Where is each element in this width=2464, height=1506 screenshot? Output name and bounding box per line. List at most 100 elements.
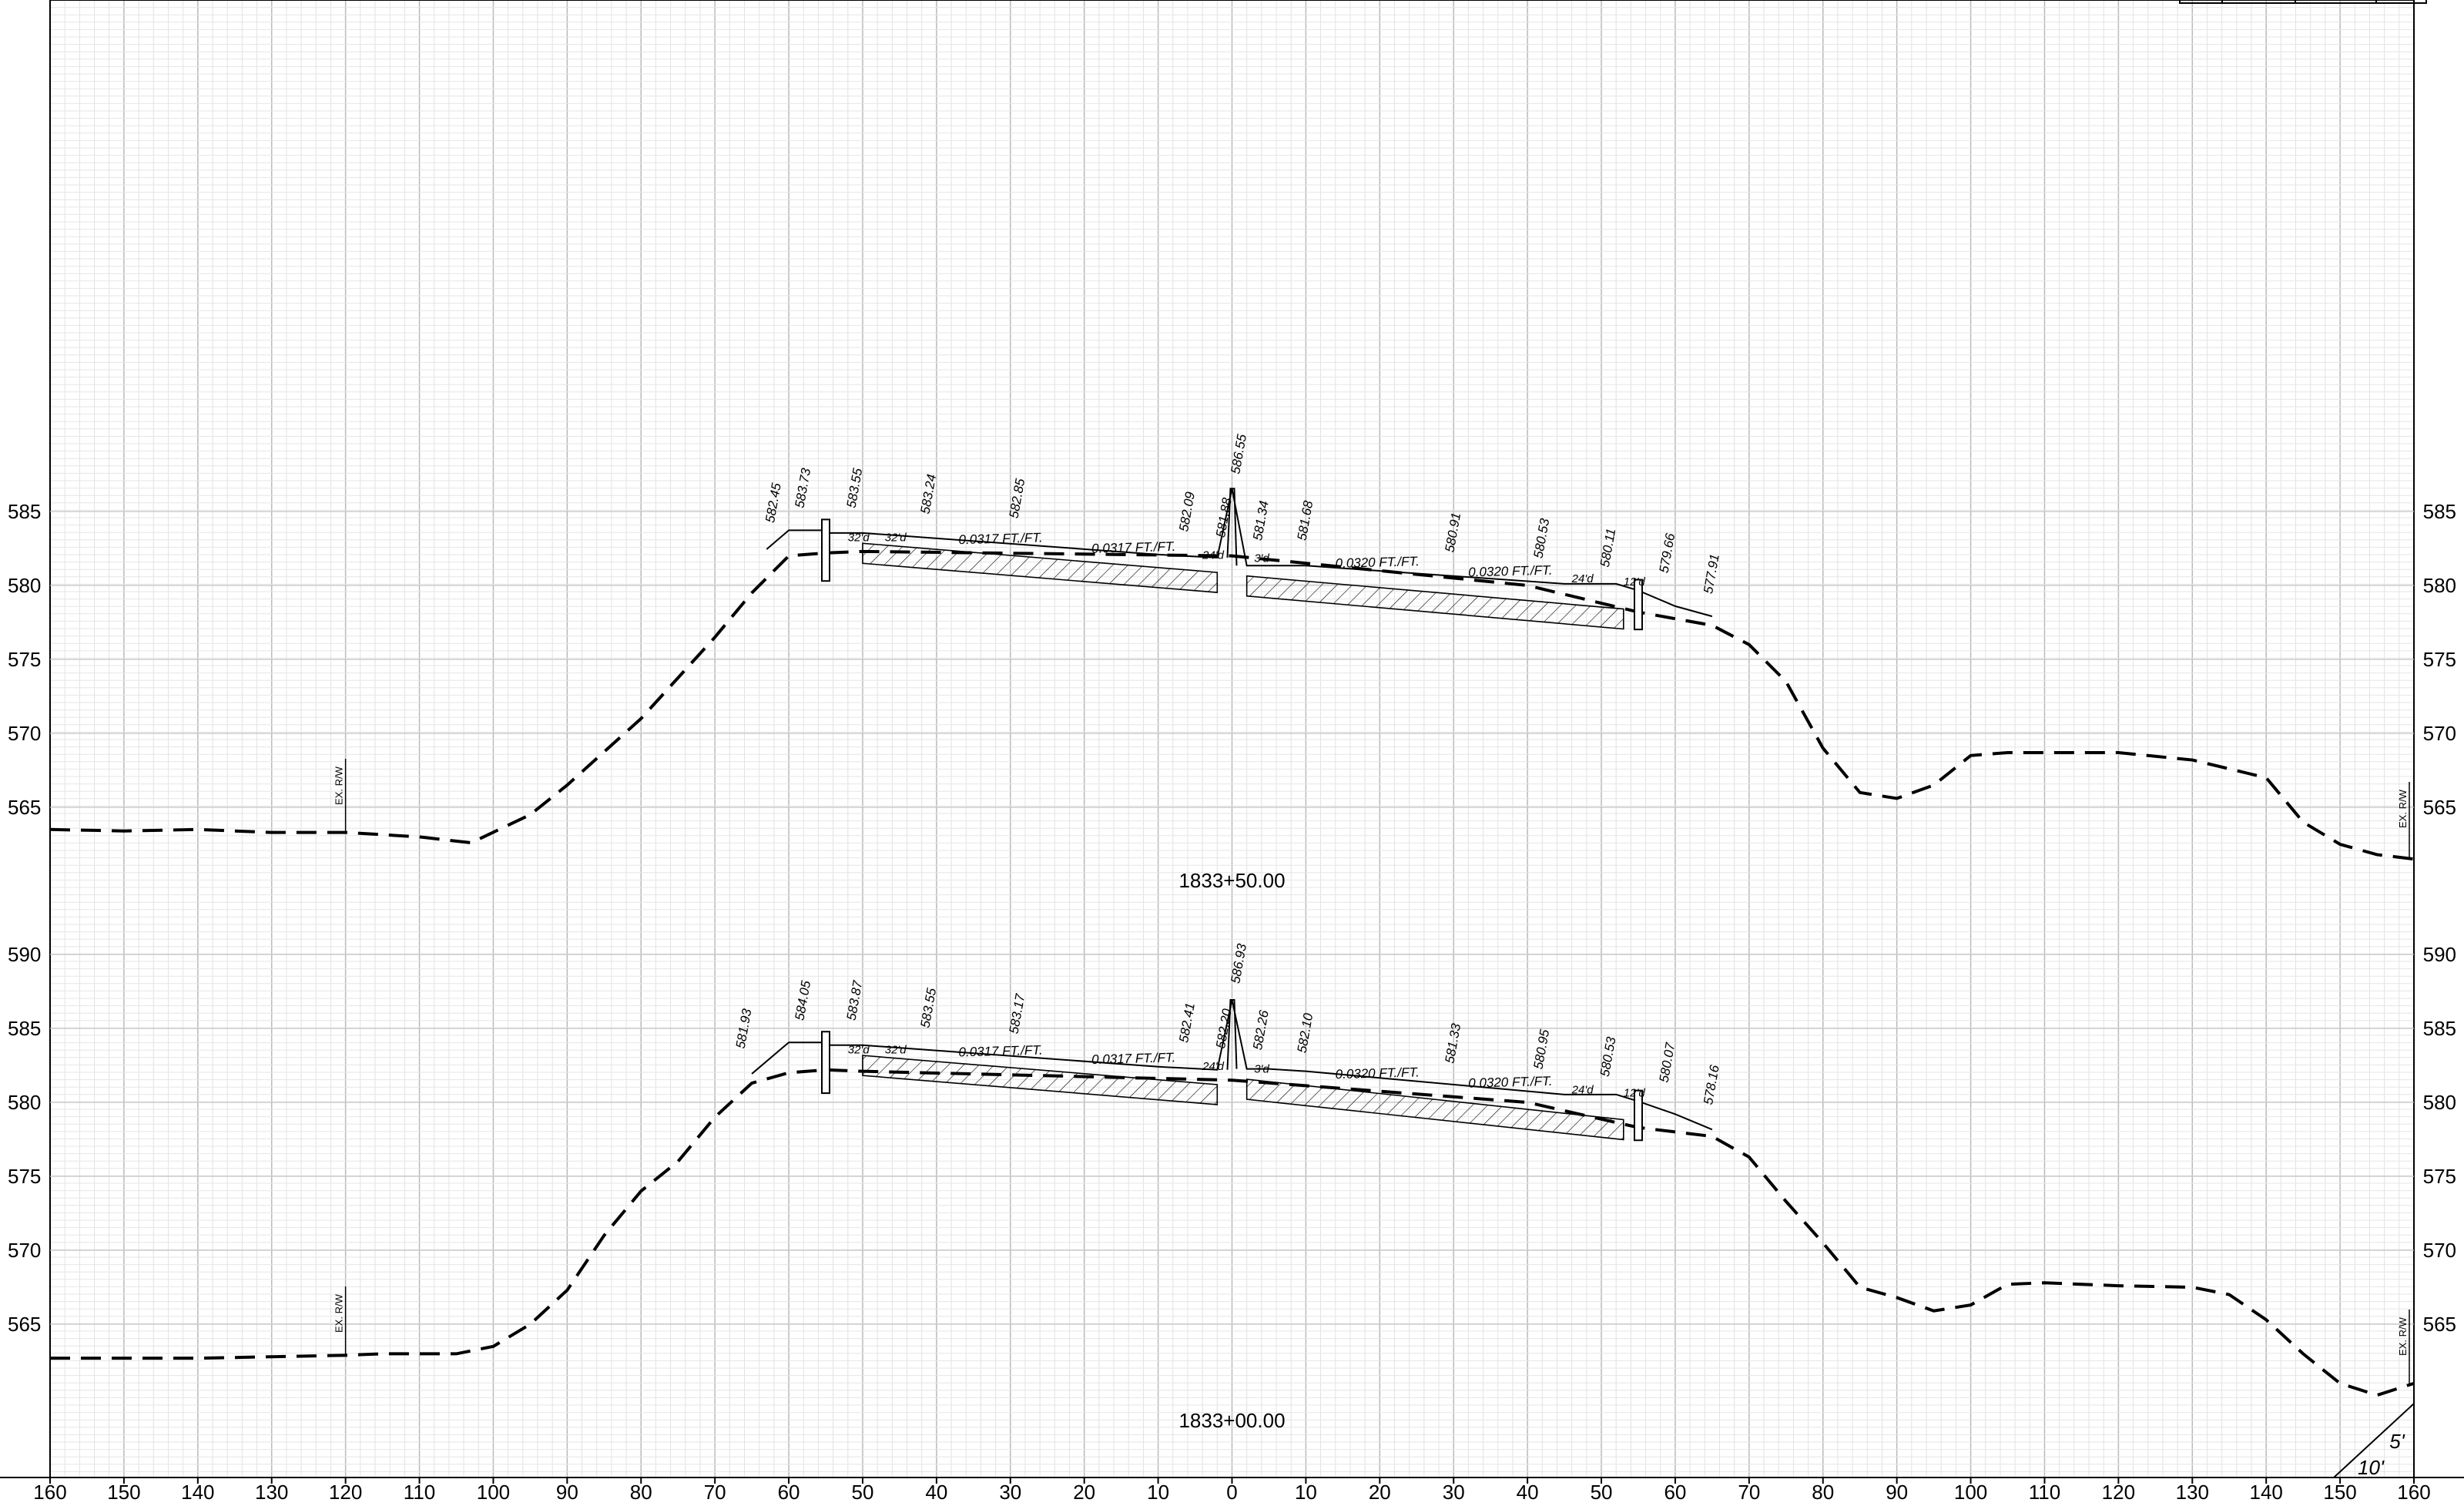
offset-tick-label: 130 [255,1481,288,1504]
elevation-label-right: 570 [2423,722,2456,745]
elevation-label-right: 575 [2423,648,2456,671]
elevation-label-right: 575 [2423,1165,2456,1188]
offset-tick-label: 110 [2029,1481,2060,1504]
elevation-callout: 582.10 [1295,1011,1316,1054]
lane-width-label: 3'd [1254,1063,1269,1076]
existing-ground-line [50,1068,2415,1397]
elevation-label-right: 580 [2423,1091,2456,1114]
lane-width-label: 32'd [885,1044,907,1057]
scale-legend: 10' 5' [2332,1401,2415,1479]
offset-tick-label: 20 [1073,1481,1095,1504]
elevation-label-right: 565 [2423,1313,2456,1336]
elevation-callout: 578.16 [1701,1063,1722,1105]
elevation-label-left: 575 [8,648,41,671]
scale-horizontal-label: 10' [2358,1456,2385,1479]
offset-tick-label: 90 [1886,1481,1908,1504]
median-barrier [1226,488,1238,566]
offset-tick-label: 140 [181,1481,214,1504]
median-barrier [1226,998,1238,1070]
offset-tick-label: 0 [1226,1481,1237,1504]
offset-tick-label: 120 [329,1481,362,1504]
cross-slope-label: 0.0317 FT./FT. [1091,539,1176,556]
lane-width-label: 24'd [1202,1060,1225,1073]
offset-tick-label: 50 [852,1481,874,1504]
cross-slope-label: 0.0320 FT./FT. [1468,563,1553,580]
lane-width-label: 24'd [1202,548,1225,562]
offset-tick-label: 10 [1295,1481,1317,1504]
elevation-label-left: 580 [8,1091,41,1114]
elevation-label-right: 590 [2423,943,2456,966]
elevation-callout: 580.95 [1531,1028,1553,1070]
scale-triangle [2332,1401,2415,1478]
offset-tick-label: 60 [1664,1481,1686,1504]
right-pavement-slab [1245,575,1624,630]
offset-tick-label: 60 [778,1481,800,1504]
title-block-corner [2179,0,2427,4]
offset-tick-label: 130 [2176,1481,2209,1504]
offset-tick-label: 100 [477,1481,510,1504]
right-of-way-label: EX. R/W [2397,1316,2409,1356]
elevation-label-left: 570 [8,722,41,745]
cross-slope-label: 0.0320 FT./FT. [1468,1074,1553,1091]
lane-width-label: 32'd [848,1044,870,1057]
lane-width-label: 24'd [1571,1083,1594,1096]
offset-tick-label: 70 [704,1481,726,1504]
offset-tick-label: 80 [630,1481,652,1504]
grid-lines [49,0,2415,1477]
cross-slope-label: 0.0320 FT./FT. [1335,554,1420,571]
lane-width-label: 32'd [848,531,870,544]
offset-tick-label: 40 [925,1481,947,1504]
elevation-callout: 582.85 [1007,477,1028,519]
elevation-label-right: 585 [2423,1017,2456,1040]
offset-tick-label: 160 [33,1481,66,1504]
barrier-post [821,1031,831,1095]
left-pavement-slab [862,1055,1219,1105]
elevation-callout: 577.91 [1701,553,1722,595]
elevation-callout: 580.53 [1531,517,1553,559]
elevation-callout: 586.55 [1228,433,1249,475]
right-of-way-label: EX. R/W [334,1293,345,1333]
offset-tick-label: 100 [1954,1481,1987,1504]
station-label: 1833+50.00 [1178,869,1285,892]
offset-tick-label: 30 [1443,1481,1465,1504]
barrier-post [821,518,831,582]
right-of-way-label: EX. R/W [2397,789,2409,828]
cross-slope-label: 0.0317 FT./FT. [1091,1050,1176,1067]
elevation-label-right: 565 [2423,796,2456,819]
right-of-way-label: EX. R/W [334,766,345,805]
elevation-label-right: 580 [2423,574,2456,597]
elevation-label-left: 585 [8,1017,41,1040]
cross-slope-label: 0.0317 FT./FT. [958,1043,1043,1060]
elevation-label-left: 565 [8,796,41,819]
lane-width-label: 32'd [885,531,907,544]
right-pavement-slab [1245,1078,1624,1141]
lane-width-label: 24'd [1571,572,1594,585]
lane-width-label: 3'd [1254,552,1269,565]
barrier-post [1633,579,1643,631]
elevation-label-left: 580 [8,574,41,597]
offset-tick-label: 20 [1369,1481,1391,1504]
offset-tick-label: 50 [1591,1481,1613,1504]
elevation-label-left: 575 [8,1165,41,1188]
offset-tick-label: 160 [2397,1481,2430,1504]
offset-tick-label: 90 [556,1481,578,1504]
offset-tick-label: 120 [2102,1481,2135,1504]
offset-tick-label: 40 [1517,1481,1539,1504]
offset-tick-label: 110 [404,1481,435,1504]
elevation-callout: 580.53 [1597,1035,1619,1078]
elevation-label-right: 585 [2423,500,2456,523]
elevation-callout: 582.26 [1250,1008,1272,1051]
lane-width-label: 12'd [1624,1086,1646,1099]
offset-tick-label: 10 [1147,1481,1169,1504]
scale-vertical-label: 5' [2389,1430,2405,1453]
barrier-post [1633,1089,1643,1142]
elevation-label-left: 585 [8,500,41,523]
offset-tick-label: 150 [2323,1481,2356,1504]
elevation-label-left: 590 [8,943,41,966]
elevation-label-right: 570 [2423,1239,2456,1262]
elevation-callout: 581.34 [1250,500,1272,542]
station-label: 1833+00.00 [1178,1409,1285,1432]
